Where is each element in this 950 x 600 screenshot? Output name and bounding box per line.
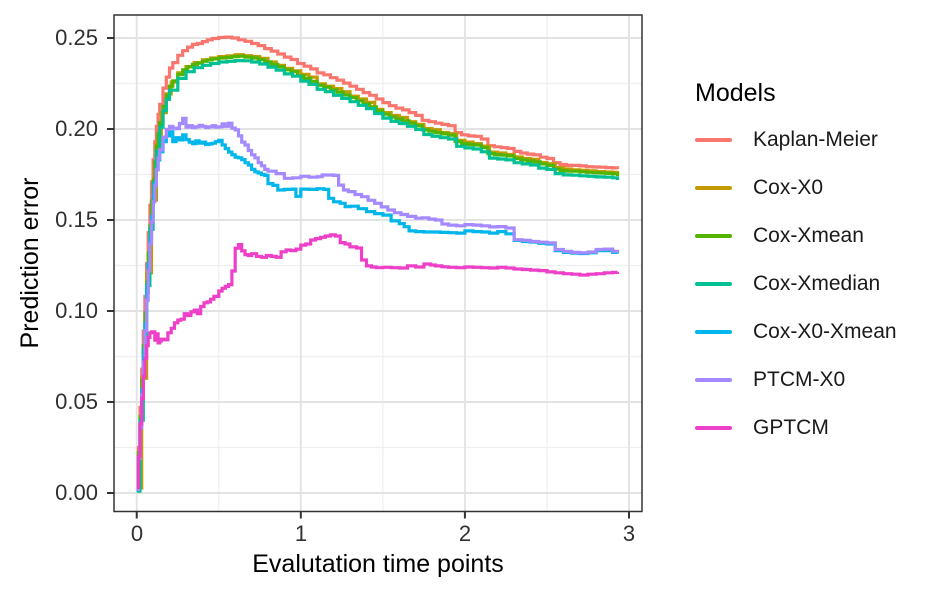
axis-ticks <box>107 37 630 519</box>
series-line-kaplan-meier <box>136 35 620 490</box>
panel-border <box>113 14 643 513</box>
x-axis-title: Evalutation time points <box>252 550 504 578</box>
x-tick-label: 3 <box>622 521 636 546</box>
x-tick-label: 1 <box>294 521 308 546</box>
grid-minor <box>114 15 642 512</box>
legend-key-line-icon <box>695 330 732 334</box>
legend-item-label: Cox-Xmedian <box>753 272 881 295</box>
legend-item-label: PTCM-X0 <box>753 368 846 391</box>
series-line-gptcm <box>136 233 620 490</box>
legend-key-line-icon <box>695 378 732 382</box>
y-tick-label: 0.20 <box>55 116 98 141</box>
x-tick-label: 0 <box>130 521 144 546</box>
y-tick-label: 0.10 <box>55 298 98 323</box>
series-line-ptcm-x0 <box>136 116 620 491</box>
legend-key-line-icon <box>695 426 732 430</box>
legend-item-label: GPTCM <box>753 416 829 439</box>
y-tick-label: 0.15 <box>55 207 98 232</box>
y-tick-label: 0.00 <box>55 480 98 505</box>
legend-item: Cox-X0-Xmean <box>695 318 945 346</box>
legend-title: Models <box>695 79 776 107</box>
y-tick-label: 0.25 <box>55 25 98 50</box>
legend-item: Cox-Xmedian <box>695 270 945 298</box>
legend-key-line-icon <box>695 186 732 190</box>
legend-item: Cox-Xmean <box>695 222 945 250</box>
legend-item: Cox-X0 <box>695 174 945 202</box>
x-tick-label: 2 <box>458 521 472 546</box>
legend-key-line-icon <box>695 138 732 142</box>
legend-item: GPTCM <box>695 414 945 442</box>
legend-item-label: Cox-X0-Xmean <box>753 320 897 343</box>
legend-item: Kaplan-Meier <box>695 126 945 154</box>
series-line-cox-xmedian <box>136 59 620 493</box>
legend-key-line-icon <box>695 282 732 286</box>
legend-item: PTCM-X0 <box>695 366 945 394</box>
legend-item-label: Kaplan-Meier <box>753 128 878 151</box>
y-tick-label: 0.05 <box>55 389 98 414</box>
legend-key-line-icon <box>695 234 732 238</box>
y-axis-title: Prediction error <box>16 177 44 349</box>
legend: Models Kaplan-Meier Cox-X0 Cox-Xmean Cox… <box>695 78 945 462</box>
series-line-cox-xmean <box>136 54 620 491</box>
grid-major <box>114 15 642 512</box>
legend-item-label: Cox-Xmean <box>753 224 864 247</box>
series-line-cox-x0-xmean <box>136 130 620 491</box>
legend-item-label: Cox-X0 <box>753 176 824 199</box>
series-lines <box>136 35 620 493</box>
